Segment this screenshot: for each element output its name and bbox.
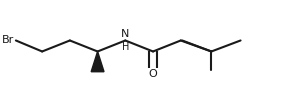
Text: H: H <box>122 42 129 52</box>
Text: O: O <box>149 69 157 79</box>
Polygon shape <box>91 51 104 72</box>
Text: Br: Br <box>2 35 15 45</box>
Text: N: N <box>121 29 129 39</box>
